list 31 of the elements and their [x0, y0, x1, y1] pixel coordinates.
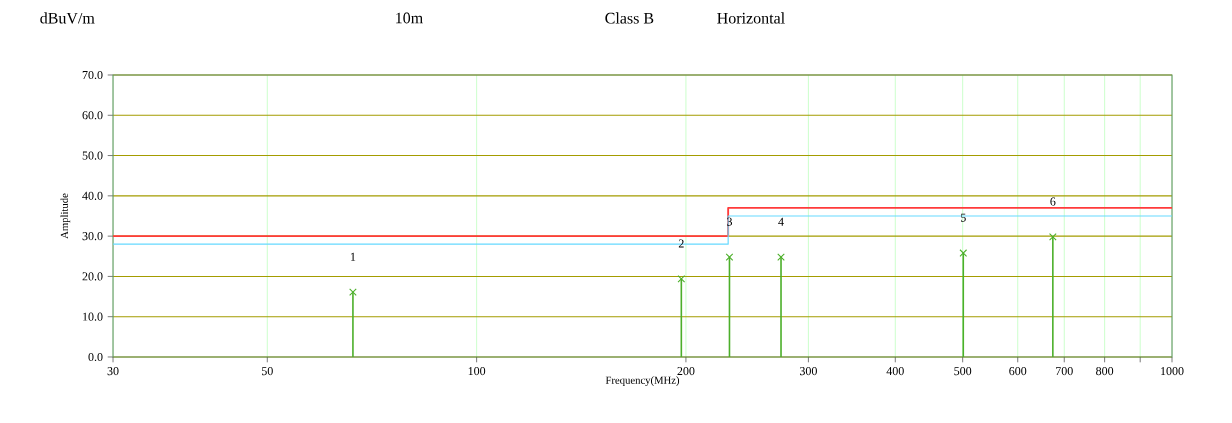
- x-tick-label: 400: [886, 367, 904, 376]
- annotation: 2: [678, 239, 684, 248]
- annotation: 6: [1050, 197, 1056, 206]
- y-tick-label: 70.0: [82, 70, 103, 80]
- y-tick-label: 20.0: [82, 272, 103, 281]
- x-tick-label: 800: [1096, 367, 1114, 376]
- y-tick-label: 40.0: [82, 191, 103, 200]
- text: Class B: [605, 12, 654, 24]
- y-tick-label: 30.0: [82, 232, 103, 241]
- x-tick-label: 600: [1009, 367, 1027, 376]
- x-tick-label: 50: [261, 367, 273, 376]
- y-tick-label: 50.0: [82, 151, 103, 160]
- annotation: 5: [960, 213, 966, 222]
- y-tick-label: 60.0: [82, 111, 103, 120]
- text: dBuV/m: [40, 12, 95, 24]
- y-axis-title: Amplitude: [60, 193, 71, 239]
- x-tick-label: 500: [954, 367, 972, 376]
- x-tick-label: 700: [1056, 367, 1073, 376]
- annotation: 1: [350, 252, 356, 261]
- x-tick-label: 1000: [1161, 367, 1184, 376]
- y-tick-label: 10.0: [83, 312, 103, 321]
- x-axis-title: Frequency(MHz): [605, 376, 680, 386]
- annotation: 3: [727, 217, 733, 226]
- x-tick-label: 100: [468, 367, 486, 376]
- x-tick-label: 300: [799, 367, 817, 376]
- annotation: 4: [778, 217, 784, 226]
- x-tick-label: 30: [107, 367, 119, 376]
- y-tick-label: 0.0: [88, 352, 103, 362]
- text: 10m: [396, 12, 423, 24]
- x-tick-label: 200: [677, 367, 695, 376]
- text: Horizontal: [717, 12, 785, 24]
